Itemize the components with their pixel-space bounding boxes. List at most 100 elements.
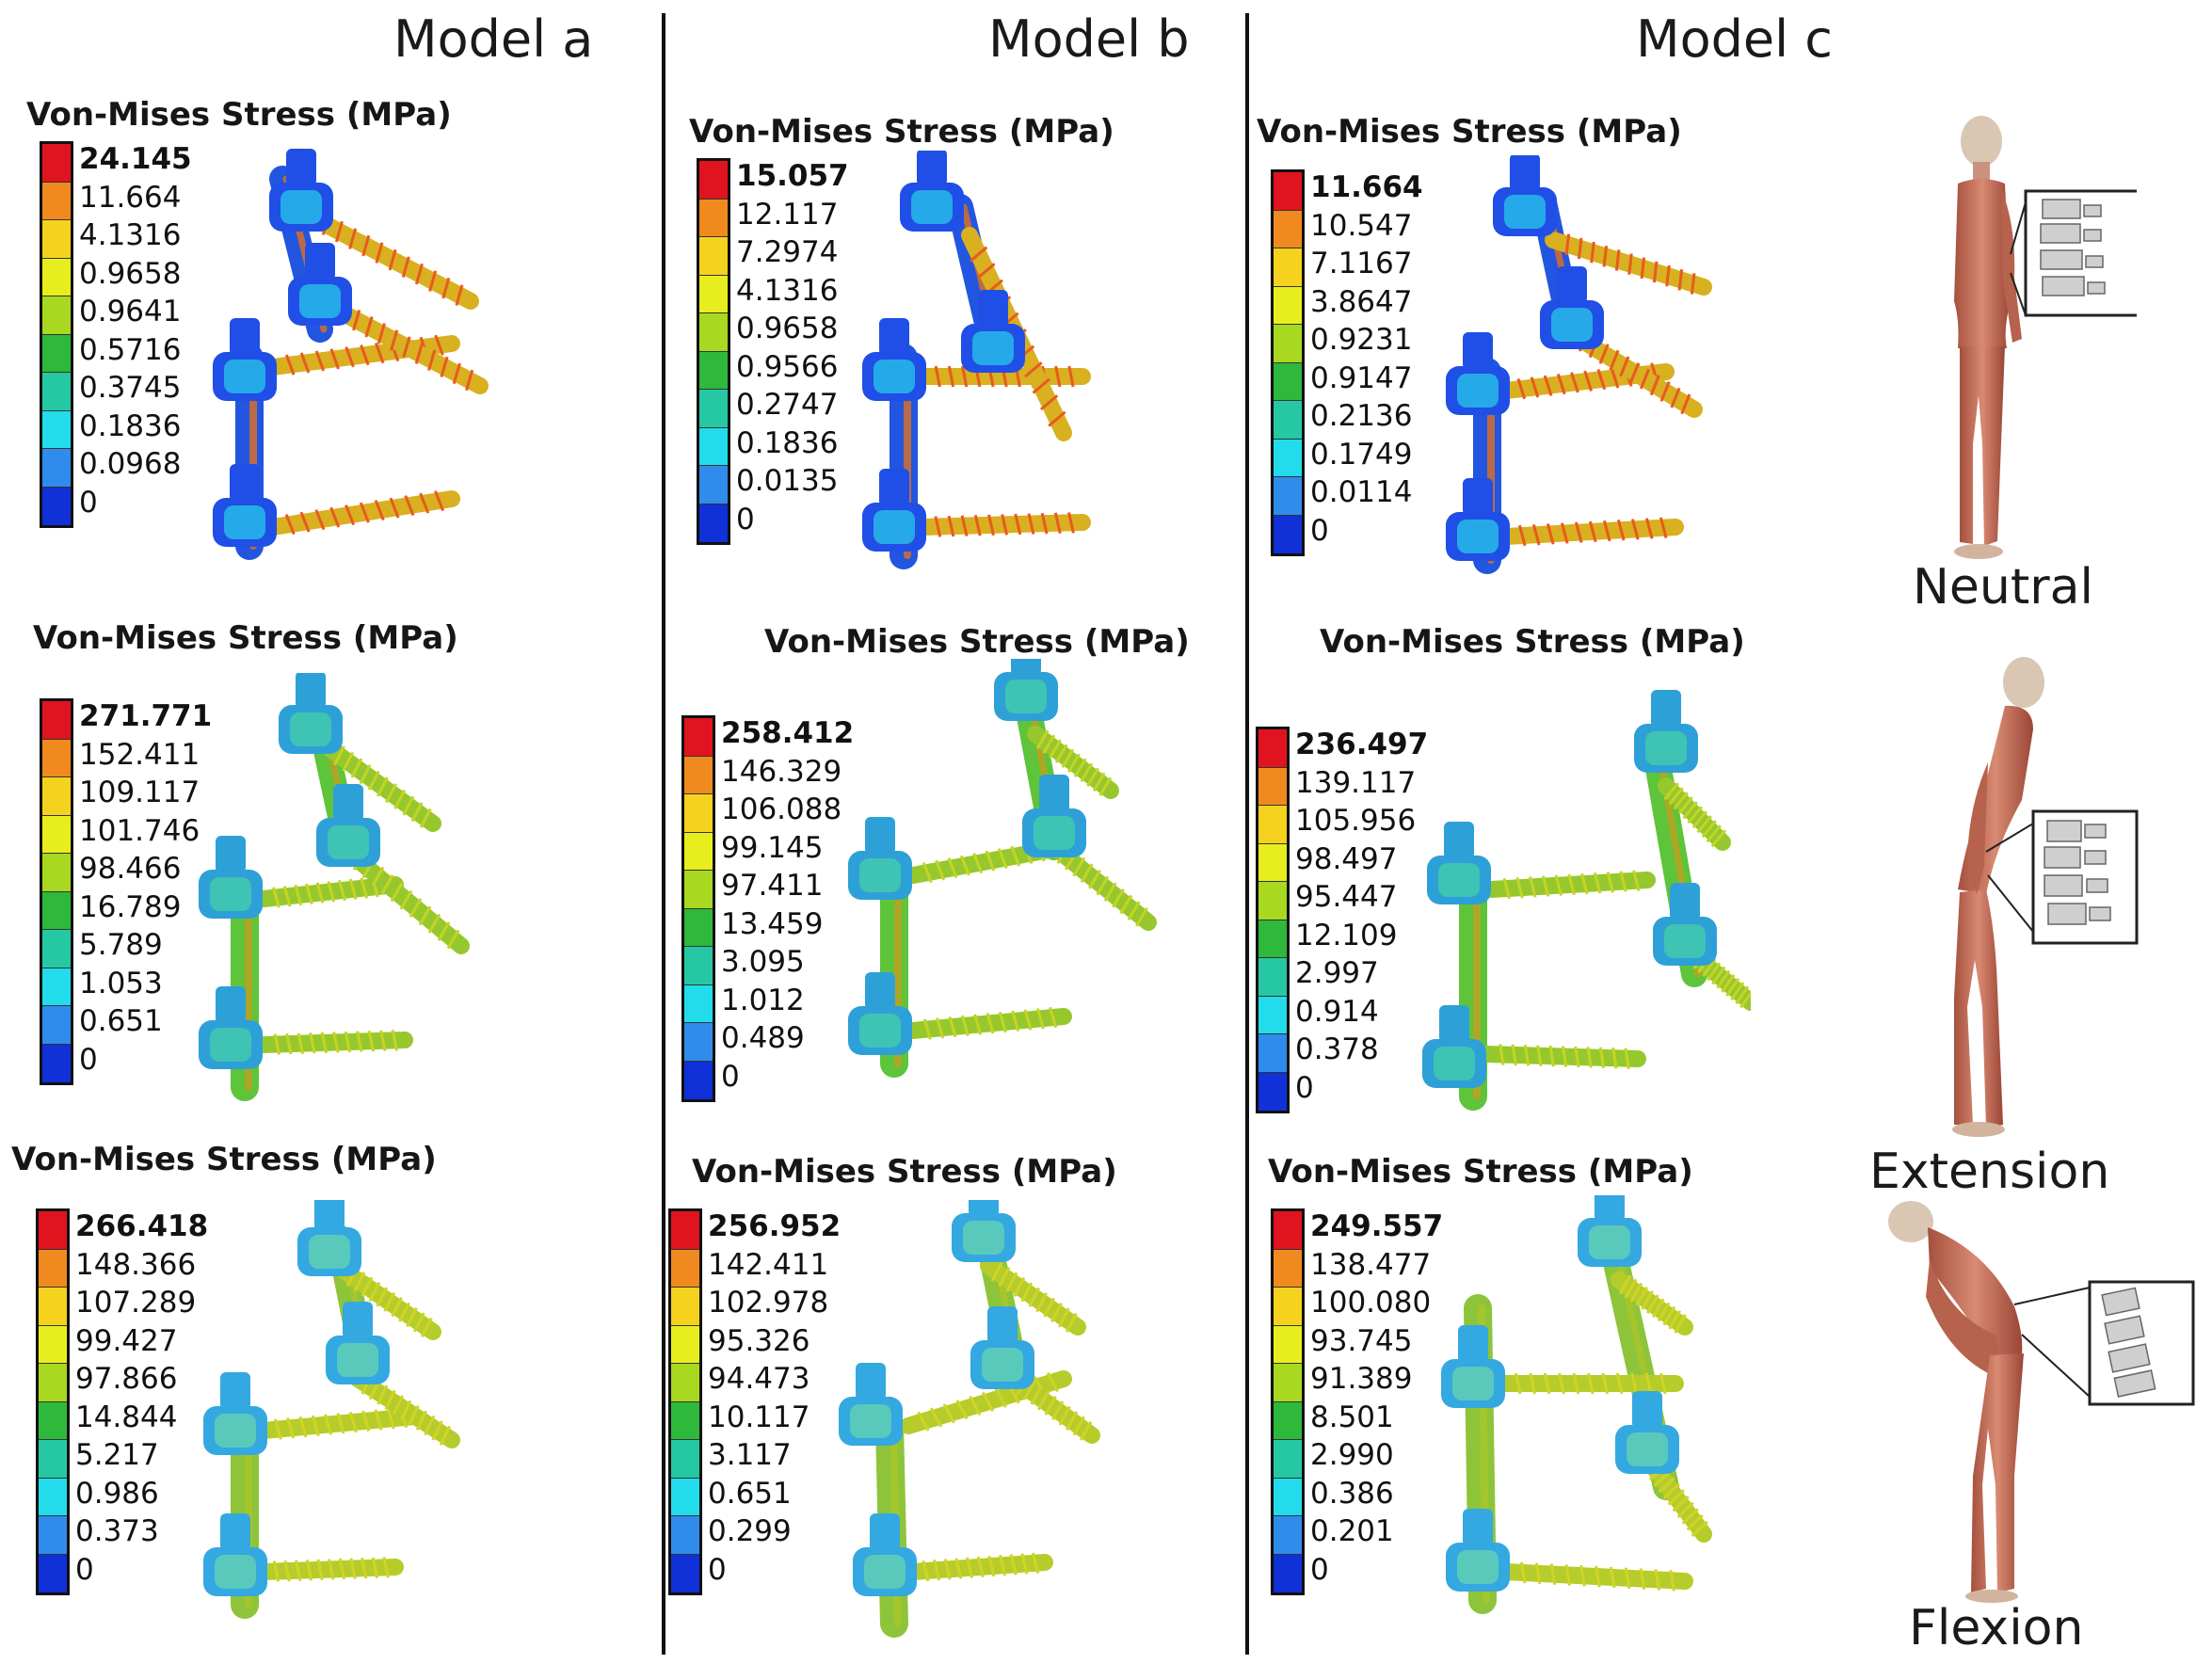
color-swatch <box>42 1006 71 1045</box>
legend-value: 142.411 <box>708 1247 829 1282</box>
color-swatch <box>1274 1288 1302 1326</box>
color-swatch <box>671 1554 699 1592</box>
color-swatch <box>684 947 713 985</box>
color-swatch <box>1258 729 1287 768</box>
color-swatch <box>1274 1249 1302 1288</box>
color-scale-bar <box>1256 727 1290 1113</box>
legend-value: 0 <box>75 1552 94 1587</box>
color-swatch <box>39 1249 67 1288</box>
posture-label-flexion: Flexion <box>1909 1600 2084 1656</box>
color-swatch <box>39 1516 67 1555</box>
legend-value: 0.1836 <box>79 408 182 443</box>
legend-value: 109.117 <box>79 776 200 809</box>
color-swatch <box>42 487 71 525</box>
color-swatch <box>42 777 71 816</box>
color-swatch <box>1274 1211 1302 1250</box>
legend-value: 0.0114 <box>1310 475 1413 509</box>
color-swatch <box>699 161 728 200</box>
color-swatch <box>42 373 71 411</box>
legend-value: 0 <box>708 1552 727 1587</box>
legend-value: 0.386 <box>1310 1476 1394 1511</box>
legend-value: 2.990 <box>1310 1438 1394 1472</box>
color-swatch <box>39 1478 67 1516</box>
color-scale-bar <box>1271 1208 1305 1595</box>
color-swatch <box>699 390 728 428</box>
color-swatch <box>42 1044 71 1082</box>
legend-value: 4.1316 <box>79 218 182 252</box>
legend-max-value: 271.771 <box>79 699 213 733</box>
stress-model-render <box>213 149 489 560</box>
color-swatch <box>699 427 728 466</box>
stress-model-render <box>862 151 1091 569</box>
legend-value: 3.8647 <box>1310 284 1413 319</box>
legend-value: 0.9658 <box>79 256 182 291</box>
color-swatch <box>671 1401 699 1440</box>
color-swatch <box>699 351 728 390</box>
legend-max-value: 256.952 <box>708 1209 842 1243</box>
legend-value: 148.366 <box>75 1247 197 1282</box>
color-swatch <box>1274 172 1302 211</box>
legend-value: 0.201 <box>1310 1514 1394 1548</box>
color-swatch <box>1274 515 1302 553</box>
stress-legend-title: Von-Mises Stress (MPa) <box>1268 1153 1693 1191</box>
color-scale-bar <box>1271 169 1305 556</box>
legend-value: 3.095 <box>721 945 805 979</box>
stress-model-render <box>1446 155 1712 574</box>
color-swatch <box>1274 286 1302 325</box>
color-swatch <box>42 739 71 777</box>
stress-legend-title: Von-Mises Stress (MPa) <box>33 619 458 657</box>
color-swatch <box>1274 362 1302 401</box>
color-swatch <box>684 718 713 757</box>
color-swatch <box>42 182 71 220</box>
color-swatch <box>1258 920 1287 958</box>
color-swatch <box>1274 1554 1302 1592</box>
legend-max-value: 15.057 <box>736 159 849 193</box>
legend-value: 107.289 <box>75 1286 197 1320</box>
color-swatch <box>684 756 713 794</box>
legend-value: 100.080 <box>1310 1286 1432 1320</box>
color-swatch <box>39 1554 67 1592</box>
color-swatch <box>1258 806 1287 844</box>
legend-max-value: 24.145 <box>79 142 192 176</box>
legend-value: 14.844 <box>75 1400 178 1434</box>
legend-value: 0.3745 <box>79 371 182 405</box>
color-swatch <box>42 891 71 930</box>
color-swatch <box>671 1249 699 1288</box>
legend-value: 1.012 <box>721 983 805 1017</box>
color-swatch <box>671 1364 699 1402</box>
color-swatch <box>1258 843 1287 882</box>
color-scale-bar <box>668 1208 702 1595</box>
legend-value: 91.389 <box>1310 1362 1413 1396</box>
legend-value: 106.088 <box>721 792 842 826</box>
legend-value: 0.986 <box>75 1476 159 1511</box>
legend-value: 95.326 <box>708 1323 810 1358</box>
legend-value: 0.1836 <box>736 425 839 460</box>
legend-value: 13.459 <box>721 906 824 941</box>
legend-value: 10.117 <box>708 1400 810 1434</box>
color-swatch <box>1274 1516 1302 1555</box>
color-swatch <box>671 1440 699 1479</box>
legend-value: 0.5716 <box>79 332 182 367</box>
color-swatch <box>42 296 71 335</box>
model-b-title: Model b <box>988 9 1190 69</box>
legend-value: 98.497 <box>1295 841 1398 876</box>
legend-value: 102.978 <box>708 1286 829 1320</box>
color-swatch <box>1274 1364 1302 1402</box>
legend-value: 139.117 <box>1295 765 1417 800</box>
stress-model-render <box>848 659 1157 1078</box>
legend-value: 16.789 <box>79 889 182 924</box>
stress-model-render <box>839 1200 1100 1638</box>
color-swatch <box>42 334 71 373</box>
color-swatch <box>39 1401 67 1440</box>
legend-value: 0.299 <box>708 1514 792 1548</box>
color-swatch <box>1274 1440 1302 1479</box>
color-swatch <box>42 968 71 1006</box>
color-swatch <box>1258 1072 1287 1111</box>
color-swatch <box>1274 1401 1302 1440</box>
color-swatch <box>1258 882 1287 920</box>
legend-value: 7.1167 <box>1310 247 1413 280</box>
legend-value: 95.447 <box>1295 880 1398 914</box>
color-swatch <box>684 832 713 871</box>
color-swatch <box>39 1440 67 1479</box>
color-scale-bar <box>40 698 73 1085</box>
